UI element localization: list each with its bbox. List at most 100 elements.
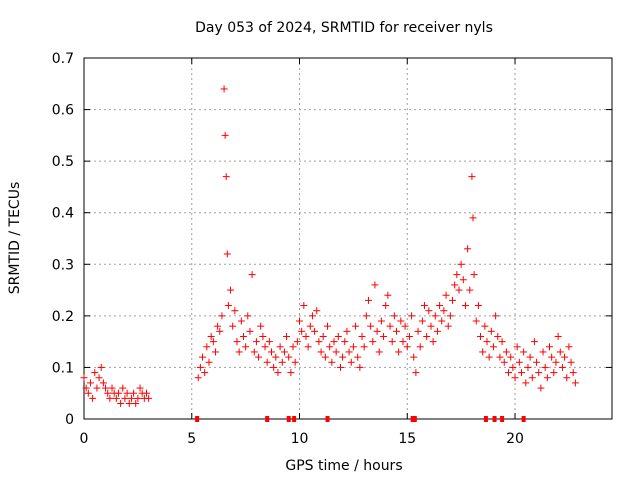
plot-frame (83, 57, 613, 420)
data-point (336, 363, 344, 371)
data-point (444, 322, 452, 330)
data-point (479, 348, 487, 356)
y-tick-label: 0.2 (52, 309, 74, 325)
data-point (498, 338, 506, 346)
data-point (235, 348, 243, 356)
data-point (306, 322, 314, 330)
data-point (224, 302, 232, 310)
data-point (425, 307, 433, 315)
data-point (377, 317, 385, 325)
data-point (347, 358, 355, 366)
data-point (517, 369, 525, 377)
grid-lines (84, 57, 612, 419)
data-point (526, 353, 534, 361)
zero-value-marker (412, 416, 417, 422)
data-point (373, 327, 381, 335)
data-point (403, 343, 411, 351)
data-point (466, 286, 474, 294)
zero-value-marker (410, 416, 415, 422)
data-point (108, 384, 116, 392)
data-point (494, 332, 502, 340)
data-point (339, 353, 347, 361)
data-point (267, 348, 275, 356)
data-point (142, 389, 150, 397)
data-point (233, 338, 241, 346)
data-point (507, 353, 515, 361)
data-point (119, 384, 127, 392)
data-point (528, 374, 536, 382)
data-point (509, 363, 517, 371)
data-point (270, 363, 278, 371)
data-point (328, 358, 336, 366)
zero-value-marker (292, 416, 297, 422)
data-point (382, 302, 390, 310)
data-point (205, 358, 213, 366)
data-point (324, 322, 332, 330)
data-point (296, 317, 304, 325)
data-point (112, 394, 120, 402)
data-point (134, 394, 142, 402)
x-tick-label: 15 (398, 431, 416, 447)
data-point (380, 332, 388, 340)
data-point (481, 322, 489, 330)
data-point (513, 343, 521, 351)
data-point (321, 353, 329, 361)
data-point (207, 332, 215, 340)
data-point (263, 358, 271, 366)
data-point (93, 384, 101, 392)
data-point (470, 271, 478, 279)
data-point (567, 358, 575, 366)
data-point (449, 296, 457, 304)
zero-value-marker (195, 416, 200, 422)
data-point (300, 302, 308, 310)
data-point (427, 322, 435, 330)
data-point (352, 322, 360, 330)
data-point (388, 338, 396, 346)
data-point (563, 374, 571, 382)
data-point (259, 332, 267, 340)
data-point (565, 343, 573, 351)
data-point (272, 353, 280, 361)
y-tick-label: 0.6 (52, 103, 74, 119)
data-point (341, 338, 349, 346)
data-point (285, 353, 293, 361)
data-point (117, 400, 125, 408)
data-point (369, 338, 377, 346)
data-point (511, 374, 519, 382)
data-point (459, 276, 467, 284)
data-point (416, 343, 424, 351)
y-tick-label: 0.1 (52, 360, 74, 376)
data-point (222, 173, 230, 181)
data-point (440, 307, 448, 315)
data-point (86, 379, 94, 387)
axis-ticks: 0 0.1 0.2 0.3 0.4 0.5 0.6 0.7 0 5 10 15 20 (52, 51, 612, 447)
data-point (408, 312, 416, 320)
data-point (548, 353, 556, 361)
data-point (237, 317, 245, 325)
data-point (418, 317, 426, 325)
data-point (123, 389, 131, 397)
data-point (500, 358, 508, 366)
data-point (349, 343, 357, 351)
data-point (455, 286, 463, 294)
data-point (345, 348, 353, 356)
data-point (239, 332, 247, 340)
data-point (401, 322, 409, 330)
data-point (477, 332, 485, 340)
data-point (91, 369, 99, 377)
data-point (386, 322, 394, 330)
data-point (489, 343, 497, 351)
zero-value-marker (500, 416, 505, 422)
data-point (291, 358, 299, 366)
data-point (216, 327, 224, 335)
data-point (246, 327, 254, 335)
data-point (278, 358, 286, 366)
data-point (104, 389, 112, 397)
y-tick-label: 0.3 (52, 257, 74, 273)
data-point (461, 302, 469, 310)
data-point (218, 312, 226, 320)
data-point (274, 369, 282, 377)
data-point (229, 322, 237, 330)
data-point (530, 338, 538, 346)
